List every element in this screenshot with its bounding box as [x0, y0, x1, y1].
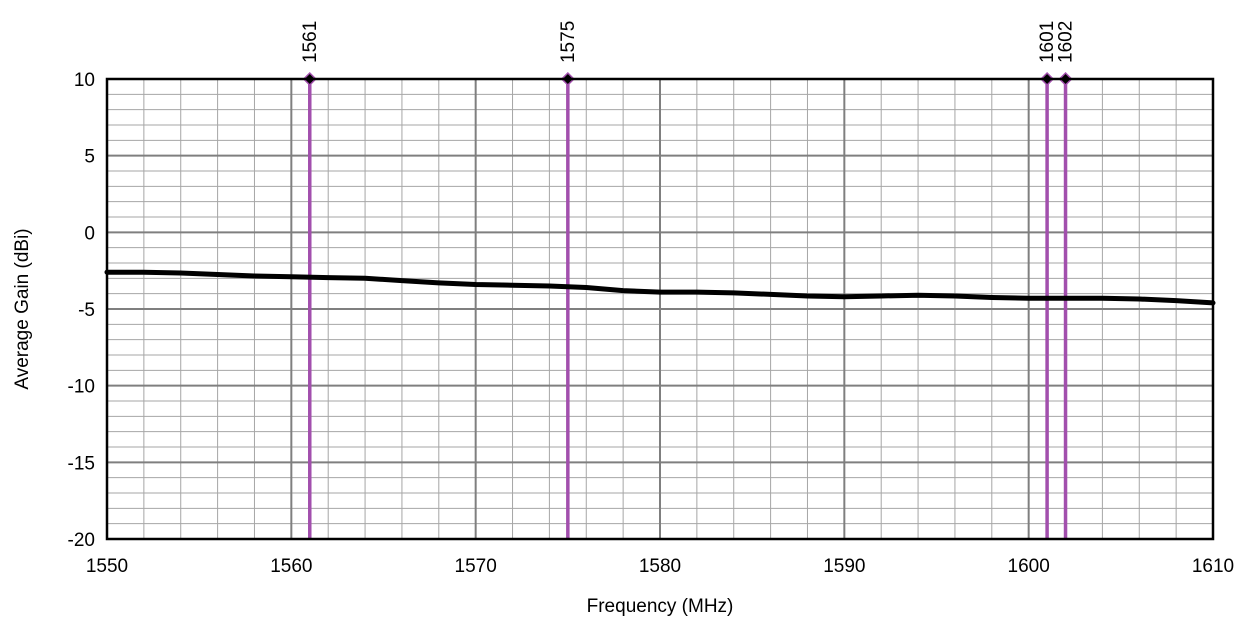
y-tick-label: 0 [84, 223, 95, 244]
y-axis-title: Average Gain (dBi) [12, 228, 33, 389]
x-tick-label: 1590 [823, 556, 865, 577]
x-tick-label: 1570 [455, 556, 497, 577]
y-tick-label: 10 [74, 70, 95, 91]
y-tick-label: -20 [68, 530, 95, 551]
x-tick-labels: 1550 1560 1570 1580 1590 1600 1610 [86, 556, 1234, 577]
marker-label-1561: 1561 [300, 21, 321, 63]
series-layer [104, 269, 1216, 306]
marker-label-1602: 1602 [1056, 21, 1077, 63]
x-tick-label: 1580 [639, 556, 681, 577]
y-tick-labels: 10 5 0 -5 -10 -15 -20 [68, 70, 95, 551]
series-line-0 [104, 269, 1216, 306]
y-tick-label: -5 [78, 300, 95, 321]
marker-label-1575: 1575 [558, 21, 579, 63]
y-tick-label: 5 [84, 147, 95, 168]
y-tick-label: -10 [68, 377, 95, 398]
x-tick-label: 1600 [1008, 556, 1050, 577]
x-tick-label: 1560 [270, 556, 312, 577]
x-axis-title: Frequency (MHz) [587, 596, 734, 617]
x-tick-label: 1550 [86, 556, 128, 577]
marker-label-1601: 1601 [1037, 21, 1058, 63]
x-tick-label: 1610 [1192, 556, 1234, 577]
plot-frame [105, 77, 1215, 541]
y-tick-label: -15 [68, 453, 95, 474]
